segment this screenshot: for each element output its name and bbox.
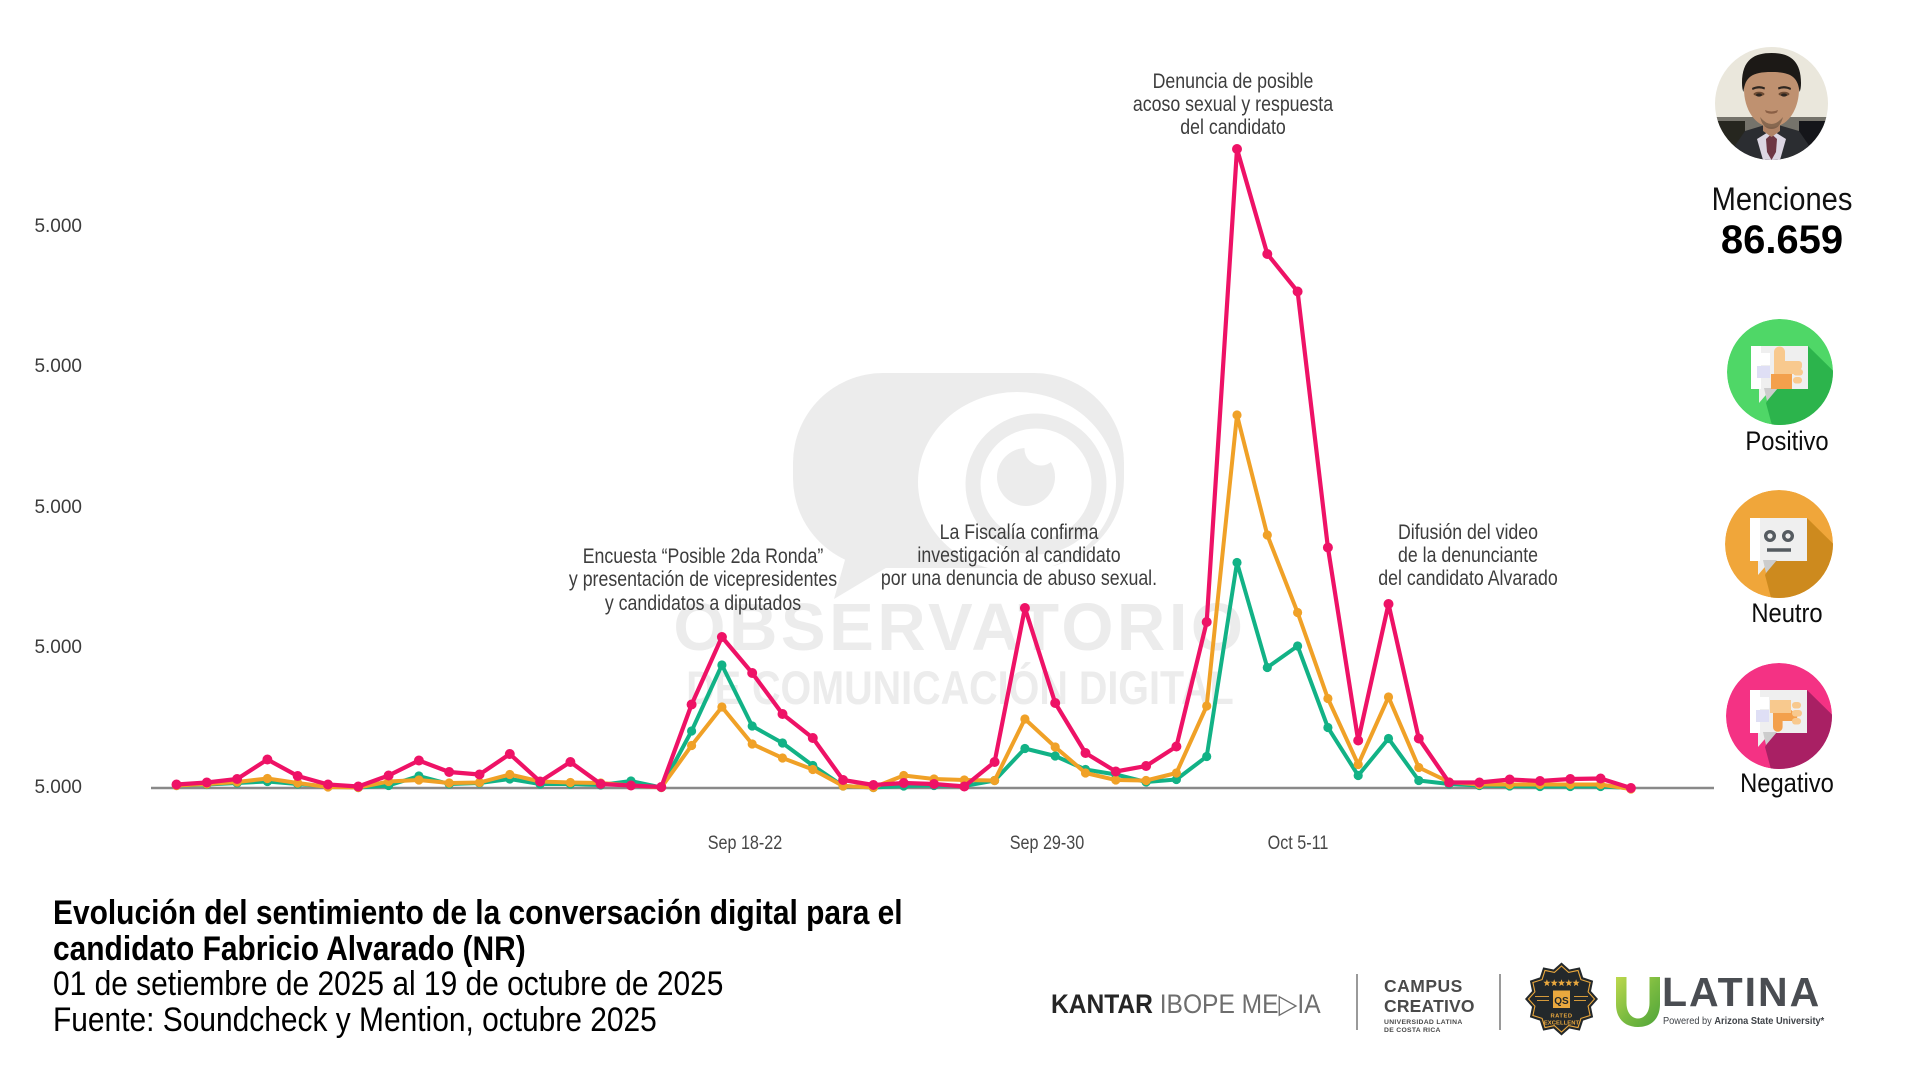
svg-text:RATED: RATED [1550, 1014, 1572, 1020]
svg-text:QS: QS [1554, 996, 1569, 1007]
svg-text:EXCELLENT: EXCELLENT [1544, 1020, 1580, 1026]
